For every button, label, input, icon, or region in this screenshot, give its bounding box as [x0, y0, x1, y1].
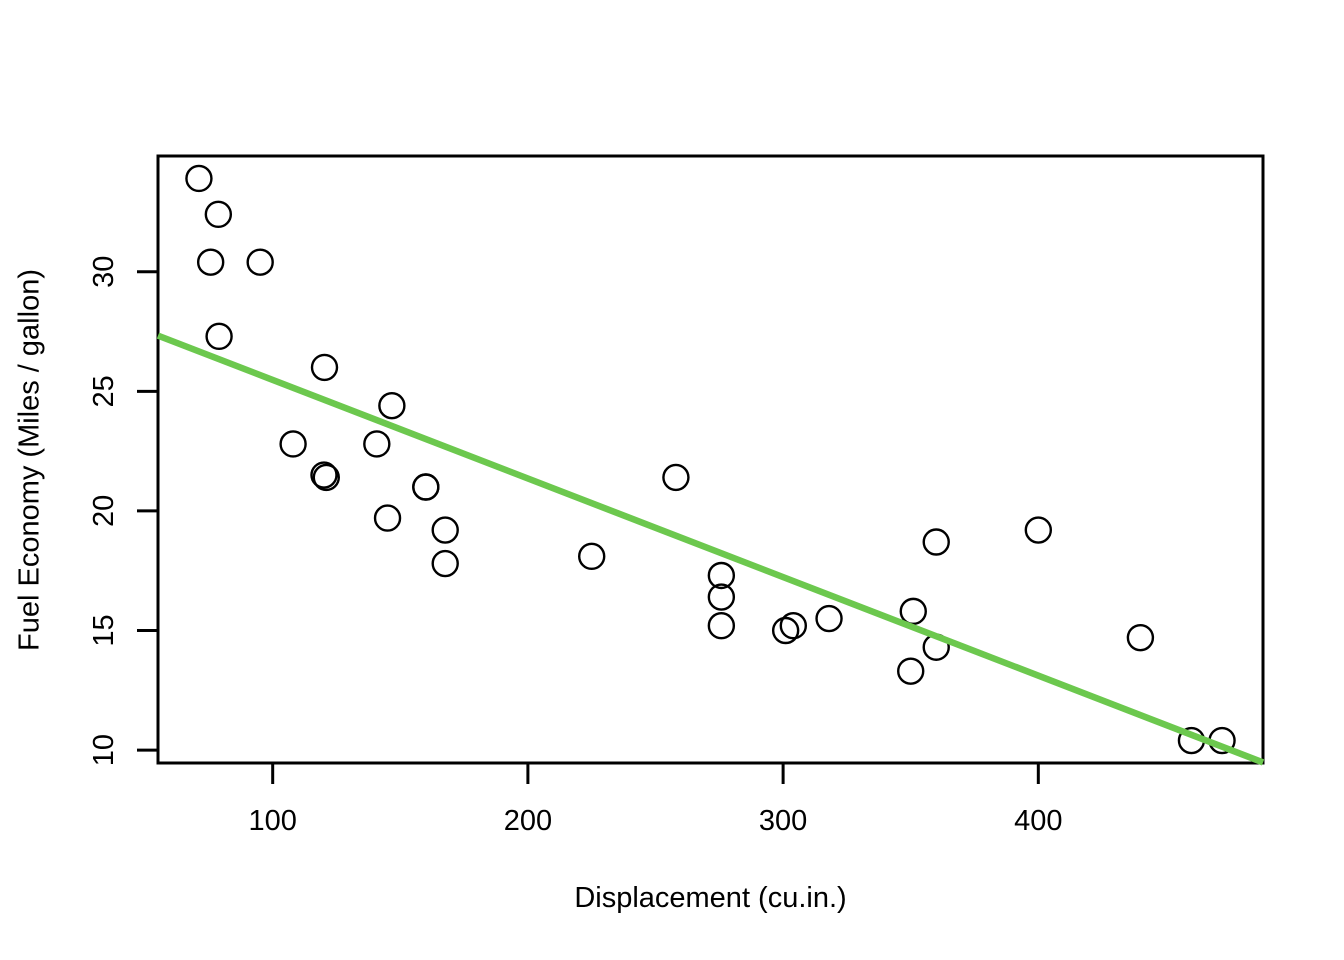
data-point: [373, 504, 402, 532]
data-point: [363, 430, 391, 458]
data-point: [205, 322, 233, 351]
data-point: [196, 248, 225, 276]
y-axis-tick-label: 10: [88, 734, 120, 766]
y-axis-tick-label: 25: [88, 375, 120, 407]
data-point: [815, 604, 843, 633]
data-point: [378, 391, 406, 420]
x-axis-tick-label: 200: [504, 805, 552, 837]
x-axis-tick-label: 100: [248, 805, 296, 837]
y-axis-tick-label: 20: [88, 495, 120, 527]
data-point: [204, 200, 233, 229]
data-point: [279, 430, 307, 458]
data-point: [185, 164, 213, 193]
data-point: [246, 248, 274, 276]
x-axis-tick-label: 400: [1014, 805, 1062, 837]
regression-line: [156, 332, 1265, 766]
y-axis-title: Fuel Economy (Miles / gallon): [13, 269, 46, 651]
data-point: [431, 516, 459, 544]
data-point: [662, 463, 690, 492]
data-point: [412, 473, 440, 501]
data-point: [707, 612, 736, 640]
data-point: [312, 463, 340, 492]
x-axis-tick-label: 300: [759, 805, 807, 837]
data-point: [578, 542, 606, 571]
data-point: [897, 657, 925, 685]
data-point: [1024, 516, 1053, 544]
data-point: [771, 616, 800, 645]
data-point: [310, 353, 339, 382]
data-point: [431, 549, 459, 578]
data-point: [1126, 623, 1155, 652]
plot-border: [156, 154, 1265, 765]
data-point: [899, 597, 927, 626]
data-point: [707, 583, 736, 611]
x-axis-title: Displacement (cu.in.): [574, 882, 847, 914]
y-axis-tick-label: 30: [88, 256, 120, 288]
data-point: [779, 612, 808, 640]
y-axis-tick-label: 15: [88, 614, 120, 646]
data-point: [922, 528, 950, 556]
data-point: [707, 561, 736, 590]
data-point: [310, 461, 338, 489]
